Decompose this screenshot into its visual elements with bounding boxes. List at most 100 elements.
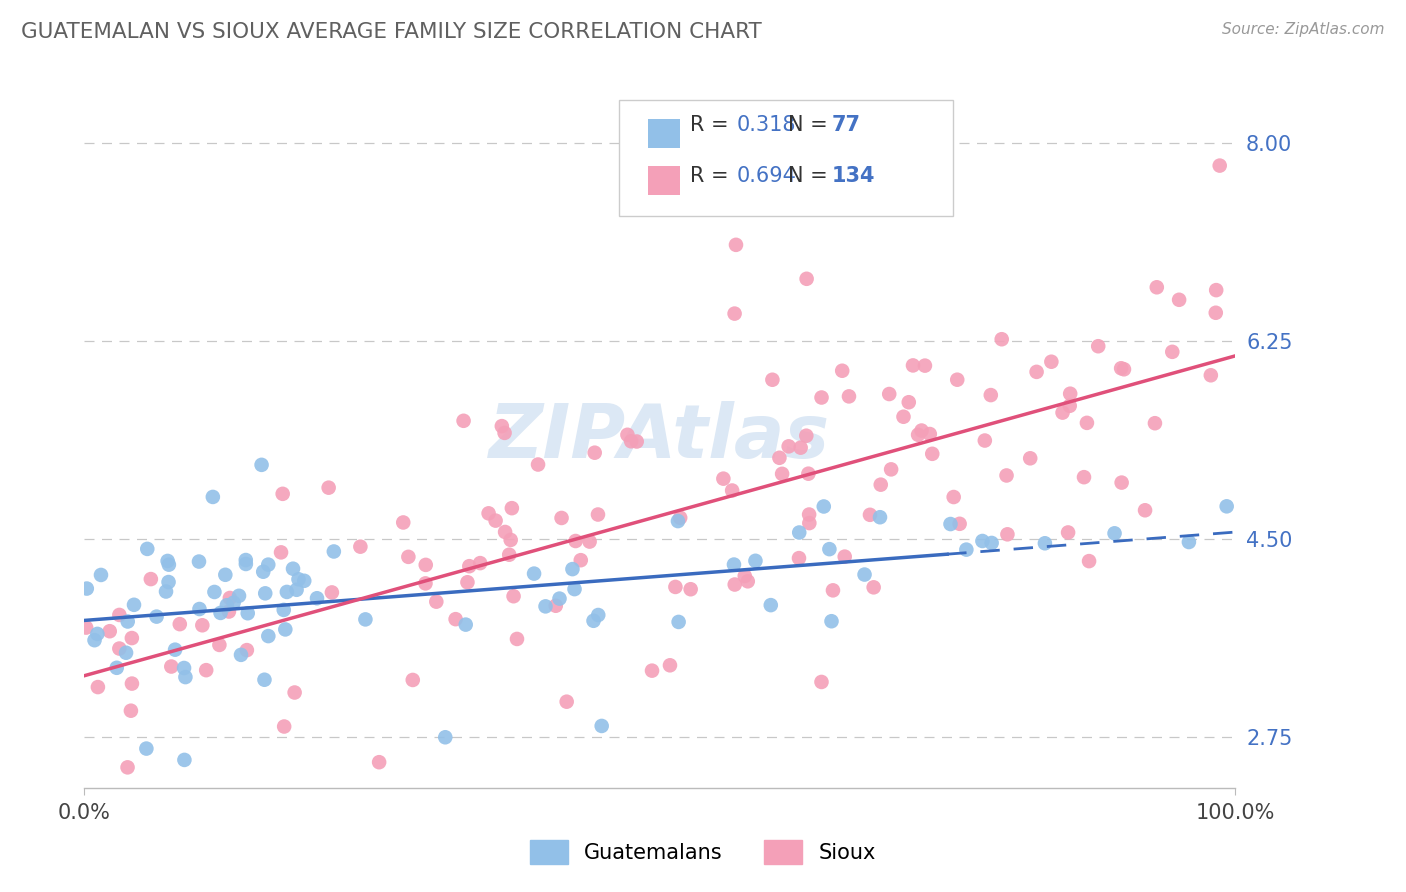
- Point: [392, 516, 415, 530]
- Point: [799, 516, 821, 530]
- Point: [195, 663, 218, 677]
- Point: [616, 427, 638, 442]
- Point: [75, 621, 97, 635]
- Point: [972, 534, 994, 549]
- Point: [1078, 554, 1101, 568]
- Point: [797, 508, 820, 522]
- Point: [329, 815, 352, 830]
- Point: [834, 549, 856, 564]
- Point: [711, 472, 734, 486]
- Point: [135, 741, 157, 756]
- Point: [768, 450, 790, 465]
- Legend: Guatemalans, Sioux: Guatemalans, Sioux: [522, 832, 884, 872]
- Point: [734, 569, 756, 583]
- Point: [955, 542, 977, 557]
- Point: [897, 395, 920, 409]
- Point: [273, 603, 295, 617]
- Point: [271, 487, 294, 501]
- Point: [139, 572, 162, 586]
- Point: [550, 511, 572, 525]
- Point: [1033, 536, 1056, 550]
- Point: [434, 731, 457, 745]
- Point: [173, 753, 195, 767]
- Point: [724, 577, 747, 591]
- Point: [208, 638, 231, 652]
- Point: [1111, 475, 1133, 490]
- Point: [215, 599, 238, 613]
- Point: [778, 439, 800, 453]
- Point: [666, 514, 689, 528]
- Point: [218, 591, 240, 605]
- Point: [276, 585, 298, 599]
- Point: [191, 618, 214, 632]
- Point: [86, 627, 108, 641]
- Point: [1199, 368, 1222, 383]
- Point: [1040, 355, 1063, 369]
- Text: R =: R =: [690, 166, 735, 186]
- Point: [156, 804, 179, 818]
- Point: [108, 641, 131, 656]
- Point: [458, 559, 481, 574]
- Point: [222, 596, 245, 610]
- Point: [995, 468, 1018, 483]
- Point: [668, 615, 690, 629]
- Point: [980, 536, 1002, 550]
- Point: [396, 549, 419, 564]
- Point: [257, 558, 280, 572]
- Point: [527, 458, 550, 472]
- Point: [787, 525, 810, 540]
- FancyBboxPatch shape: [648, 119, 681, 148]
- Point: [285, 582, 308, 597]
- Point: [349, 540, 371, 554]
- Point: [569, 553, 592, 567]
- Point: [292, 574, 315, 588]
- Point: [679, 582, 702, 597]
- Point: [236, 606, 259, 620]
- Point: [813, 500, 835, 514]
- Point: [1209, 159, 1232, 173]
- Point: [1059, 386, 1081, 401]
- Point: [121, 676, 143, 690]
- Text: N =: N =: [789, 166, 835, 186]
- Point: [270, 545, 292, 559]
- Point: [810, 391, 832, 405]
- Point: [659, 658, 682, 673]
- Point: [83, 633, 105, 648]
- Point: [253, 673, 276, 687]
- Point: [626, 434, 648, 449]
- Point: [117, 760, 139, 774]
- Point: [582, 614, 605, 628]
- Point: [235, 557, 257, 571]
- Point: [942, 490, 965, 504]
- Point: [254, 586, 277, 600]
- Text: GUATEMALAN VS SIOUX AVERAGE FAMILY SIZE CORRELATION CHART: GUATEMALAN VS SIOUX AVERAGE FAMILY SIZE …: [21, 22, 762, 42]
- Point: [949, 516, 972, 531]
- Point: [201, 490, 224, 504]
- Point: [761, 373, 783, 387]
- Point: [980, 388, 1002, 402]
- Point: [853, 567, 876, 582]
- Point: [796, 272, 818, 286]
- Text: ZIPAtlas: ZIPAtlas: [489, 401, 830, 474]
- Point: [415, 576, 437, 591]
- Point: [257, 629, 280, 643]
- Point: [250, 458, 273, 472]
- Text: 134: 134: [832, 166, 876, 186]
- Point: [859, 508, 882, 522]
- Point: [117, 615, 139, 629]
- Point: [494, 425, 516, 440]
- Point: [456, 575, 478, 590]
- Point: [578, 534, 600, 549]
- Point: [893, 409, 915, 424]
- Point: [1205, 306, 1227, 320]
- Point: [281, 562, 304, 576]
- Point: [274, 623, 297, 637]
- Point: [506, 632, 529, 646]
- Point: [1109, 361, 1132, 376]
- Point: [494, 524, 516, 539]
- Point: [787, 551, 810, 566]
- Point: [454, 617, 477, 632]
- Point: [724, 237, 747, 252]
- Point: [1057, 525, 1080, 540]
- Point: [499, 533, 522, 547]
